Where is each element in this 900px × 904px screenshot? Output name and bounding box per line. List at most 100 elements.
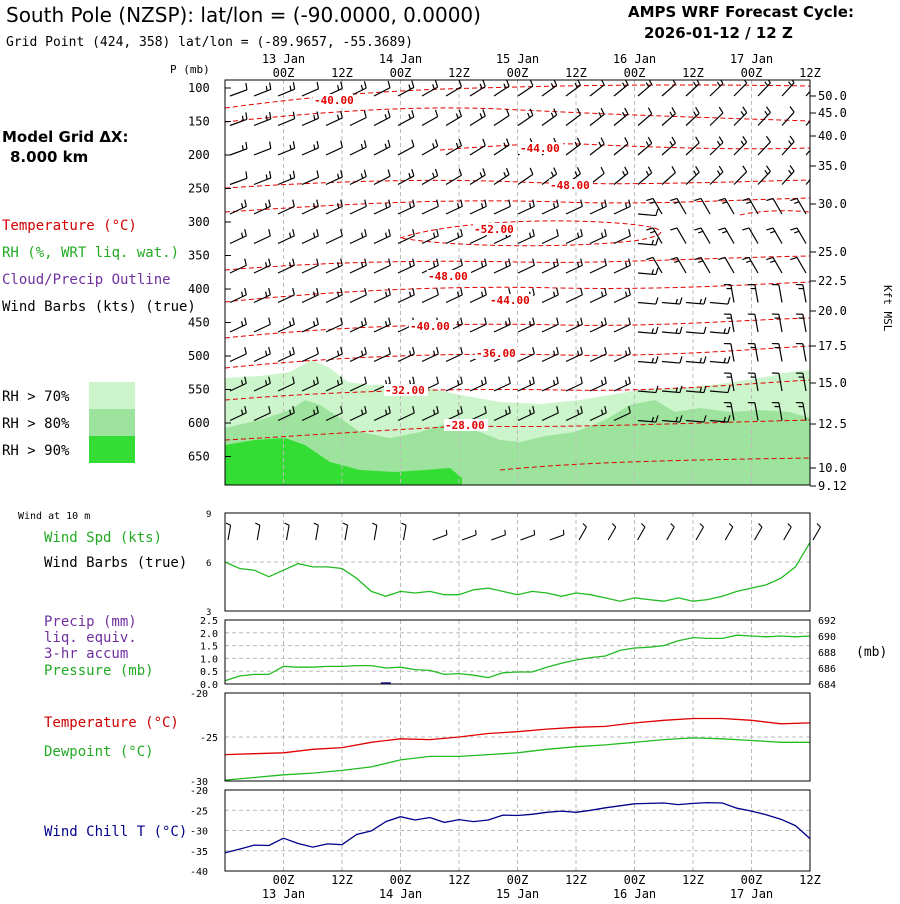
time-tick-label: 00Z xyxy=(273,873,295,887)
windchill-tick-label: -35 xyxy=(190,847,208,858)
legend-rh90: RH > 90% xyxy=(2,443,70,459)
height-tick-label: 25.0 xyxy=(818,245,847,259)
date-label: 17 Jan xyxy=(730,887,773,900)
height-tick-label: 45.0 xyxy=(818,106,847,120)
time-tick-label: 00Z xyxy=(624,873,646,887)
cycle-label: AMPS WRF Forecast Cycle: xyxy=(628,3,854,21)
height-tick-label: 15.0 xyxy=(818,376,847,390)
temp-contour-label: -40.00 xyxy=(410,320,450,333)
temp-tick-label: -25 xyxy=(200,733,218,744)
windchill-tick-label: -25 xyxy=(190,806,208,817)
legend-rh80: RH > 80% xyxy=(2,416,70,432)
legend-cloud: Cloud/Precip Outline xyxy=(2,272,171,288)
height-tick-label: 20.0 xyxy=(818,304,847,318)
pressure-tick-label: 550 xyxy=(188,383,210,397)
date-label: 13 Jan xyxy=(262,52,305,66)
legend-wind: Wind Barbs (kts) (true) xyxy=(2,299,196,315)
wind-barb-flag xyxy=(266,174,267,179)
wind-tick-label: 9 xyxy=(206,510,211,520)
wind-barb-flag xyxy=(266,115,267,120)
temp-contour-label: -36.00 xyxy=(476,347,516,360)
height-tick-label: 50.0 xyxy=(818,89,847,103)
pressure-tick-label: 250 xyxy=(188,182,210,196)
time-tick-label: 12Z xyxy=(799,873,821,887)
time-tick-label: 00Z xyxy=(741,66,763,80)
height-axis-label: Kft MSL xyxy=(881,285,894,332)
legend-swatch-rh80 xyxy=(89,409,135,436)
time-tick-label: 00Z xyxy=(741,873,763,887)
precip-tick-label: 2.0 xyxy=(200,629,218,640)
wind-speed-label: Wind Spd (kts) xyxy=(44,530,162,546)
temp-contour-label: -44.00 xyxy=(520,142,560,155)
time-tick-label: 00Z xyxy=(507,66,529,80)
time-tick-label: 12Z xyxy=(448,66,470,80)
cross-section-panel: -40.00 -44.00 -48.00 -52.00 -48.00 -44.0… xyxy=(170,52,894,493)
pressure-tick-label: 450 xyxy=(188,316,210,330)
temp-contour-label: -48.00 xyxy=(550,179,590,192)
time-tick-label: 00Z xyxy=(390,873,412,887)
pressure-tick-label: 686 xyxy=(818,664,836,675)
time-tick-label: 12Z xyxy=(448,873,470,887)
temperature-label: Temperature (°C) xyxy=(44,715,179,731)
date-label: 15 Jan xyxy=(496,52,539,66)
surface-wind-barb-flag xyxy=(817,523,821,527)
height-tick-label: 10.0 xyxy=(818,461,847,475)
precip-label: Precip (mm) xyxy=(44,614,137,630)
legend-rh: RH (%, WRT liq. wat.) xyxy=(2,245,179,261)
date-label: 16 Jan xyxy=(613,887,656,900)
date-label: 15 Jan xyxy=(496,887,539,900)
pressure-tick-label: 600 xyxy=(188,416,210,430)
height-axis-ticks: 50.045.040.035.030.025.022.520.017.515.0… xyxy=(810,89,847,493)
pressure-tick-label: 692 xyxy=(818,616,836,627)
temp-tick-label: -20 xyxy=(190,689,208,700)
pressure-tick-label: 650 xyxy=(188,450,210,464)
model-grid-label: Model Grid ΔX: xyxy=(2,128,129,146)
windchill-panel: -20-25-30-35-40 xyxy=(190,786,810,878)
time-tick-label: 12Z xyxy=(331,66,353,80)
pressure-tick-label: 350 xyxy=(188,249,210,263)
time-tick-label: 12Z xyxy=(799,66,821,80)
height-tick-label: 22.5 xyxy=(818,274,847,288)
legend-swatch-rh90 xyxy=(89,436,135,463)
windchill-tick-label: -40 xyxy=(190,867,208,878)
time-tick-label: 00Z xyxy=(273,66,295,80)
wind-barb-flag xyxy=(266,86,267,91)
height-tick-label: 9.12 xyxy=(818,479,847,493)
surface-wind-barb xyxy=(813,527,821,540)
time-tick-label: 00Z xyxy=(507,873,529,887)
time-tick-label: 12Z xyxy=(565,66,587,80)
pressure-tick-label: 684 xyxy=(818,680,836,691)
legend-temperature: Temperature (°C) xyxy=(2,218,137,234)
date-label: 14 Jan xyxy=(379,887,422,900)
pressure-tick-label: 100 xyxy=(188,81,210,95)
height-tick-label: 12.5 xyxy=(818,417,847,431)
cycle-value: 2026-01-12 / 12 Z xyxy=(644,24,793,42)
precip-sub2: 3-hr accum xyxy=(44,646,128,662)
temp-contour-label: -28.00 xyxy=(445,419,485,432)
date-label: 14 Jan xyxy=(379,52,422,66)
pressure-tick-label: 200 xyxy=(188,148,210,162)
pressure-tick-label: 150 xyxy=(188,115,210,129)
precip-sub1: liq. equiv. xyxy=(44,630,137,646)
windchill-tick-label: -20 xyxy=(190,786,208,797)
legend-rh70: RH > 70% xyxy=(2,389,70,405)
dewpoint-label: Dewpoint (°C) xyxy=(44,744,154,760)
temp-contour-label: -48.00 xyxy=(428,270,468,283)
wind-barb-flag xyxy=(812,140,815,144)
temperature-panel: -20-25-30 xyxy=(190,689,810,788)
time-tick-label: 12Z xyxy=(565,873,587,887)
grid-point-label: Grid Point (424, 358) lat/lon = (-89.965… xyxy=(6,35,413,50)
wind-barbs-label: Wind Barbs (true) xyxy=(44,555,187,571)
precip-tick-label: 2.5 xyxy=(200,616,218,627)
height-tick-label: 35.0 xyxy=(818,159,847,173)
legend-swatch-rh70 xyxy=(89,382,135,409)
temp-contour-label: -40.00 xyxy=(314,94,354,107)
pressure-tick-label: 688 xyxy=(818,648,836,659)
time-tick-label: 12Z xyxy=(331,873,353,887)
precip-tick-label: 1.5 xyxy=(200,642,218,653)
date-label: 17 Jan xyxy=(730,52,773,66)
pressure-tick-label: 500 xyxy=(188,349,210,363)
windchill-label: Wind Chill T (°C) xyxy=(44,824,187,840)
